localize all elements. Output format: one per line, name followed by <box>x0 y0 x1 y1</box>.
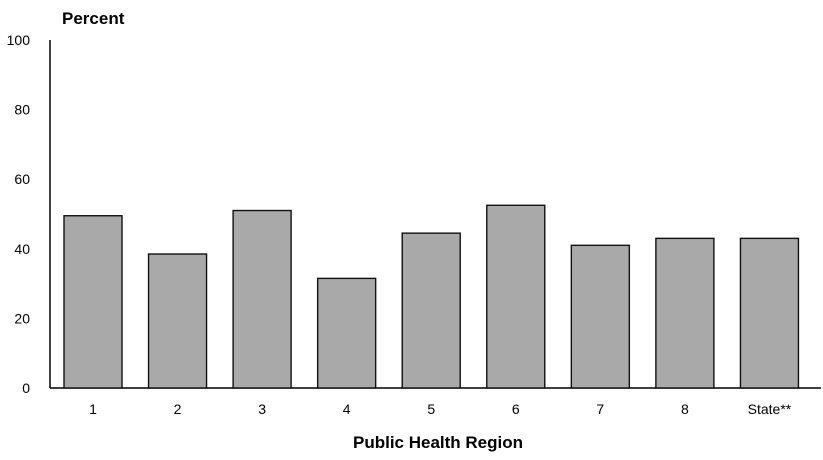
x-tick-label: 2 <box>174 401 182 417</box>
bar-5 <box>401 232 461 389</box>
bar-4 <box>316 277 377 389</box>
bar-2 <box>147 253 208 389</box>
y-tick-label: 60 <box>14 171 30 187</box>
x-axis-ticks: 1 2 3 4 5 6 7 8 State** <box>89 401 792 417</box>
y-axis-title: Percent <box>62 9 125 28</box>
y-tick-label: 20 <box>14 310 30 326</box>
y-tick-label: 0 <box>22 380 30 396</box>
x-tick-label: 1 <box>89 401 97 417</box>
x-tick-label: 3 <box>258 401 266 417</box>
bar-8 <box>655 237 715 389</box>
x-tick-label: 4 <box>343 401 351 417</box>
x-tick-label: 6 <box>512 401 520 417</box>
bars-group <box>63 204 800 389</box>
x-tick-label: 7 <box>596 401 604 417</box>
x-tick-label: 5 <box>427 401 435 417</box>
x-tick-label: State** <box>748 401 792 417</box>
x-tick-label: 8 <box>681 401 689 417</box>
bar-3 <box>232 209 292 389</box>
y-axis-ticks: 0 20 40 60 80 100 <box>7 32 31 396</box>
bar-1 <box>63 215 123 389</box>
y-tick-label: 80 <box>14 102 30 118</box>
y-tick-label: 40 <box>14 241 30 257</box>
x-axis-title: Public Health Region <box>353 433 523 452</box>
bar-7 <box>570 244 631 389</box>
bar-9 <box>739 237 800 389</box>
bar-6 <box>486 204 546 389</box>
y-tick-label: 100 <box>7 32 31 48</box>
